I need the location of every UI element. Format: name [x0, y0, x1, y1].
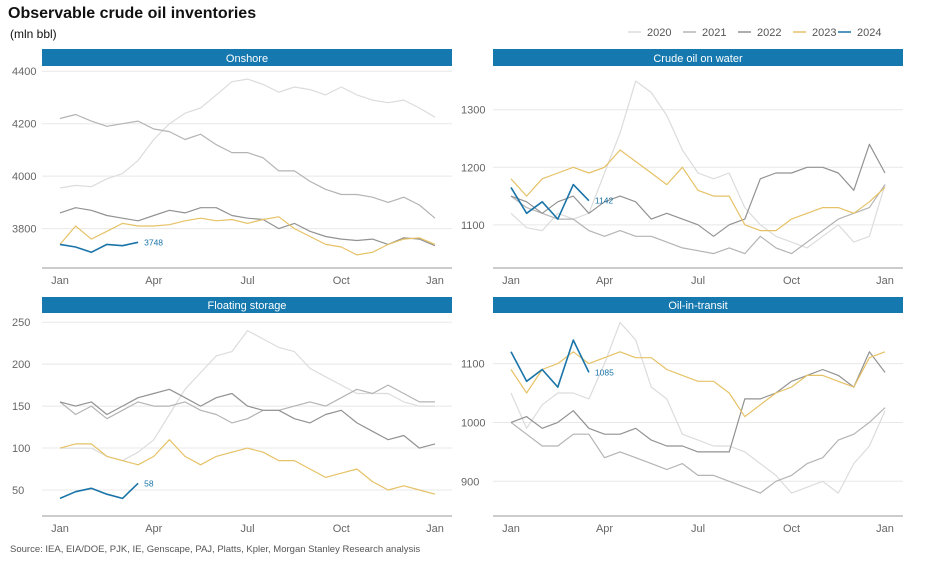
x-tick-label: Oct	[333, 275, 350, 287]
legend-item-2024: 2024	[838, 27, 881, 39]
x-tick-label: Jul	[691, 275, 705, 287]
series-line-2021	[59, 384, 435, 424]
x-tick-label: Jan	[426, 275, 444, 287]
panel-title: Onshore	[226, 53, 268, 65]
panel-oil-in-transit: Oil-in-transit 900 1000 1100 Jan Apr Jul Oct Jan…	[461, 297, 903, 535]
y-tick-label: 1100	[461, 220, 485, 232]
y-tick-label: 100	[12, 443, 30, 455]
legend-label: 2024	[857, 27, 881, 39]
x-tick-label: Jan	[502, 275, 520, 287]
series-line-2021	[59, 113, 436, 219]
series-line-2022	[59, 388, 436, 449]
y-tick-label: 4400	[12, 66, 36, 78]
series-line-2023	[510, 149, 886, 232]
legend: 2020 2021 2022 2023 2024	[628, 27, 881, 39]
y-tick-label: 4200	[12, 119, 36, 131]
x-tick-label: Jan	[51, 523, 69, 535]
legend-label: 2021	[702, 27, 726, 39]
legend-label: 2022	[757, 27, 781, 39]
x-tick-label: Jan	[51, 275, 69, 287]
latest-value-label: 1142	[595, 196, 614, 206]
series-line-2023	[510, 351, 886, 418]
panel-floating-storage: Floating storage 50 100 150 200 250 Jan Apr Jul O…	[12, 297, 452, 535]
source-note: Source: IEA, EIA/DOE, PJK, IE, Genscape,…	[10, 544, 420, 555]
series-line-2020	[510, 80, 886, 249]
series-line-2020	[510, 321, 886, 494]
series-line-2023	[59, 216, 436, 256]
y-tick-label: 200	[12, 359, 30, 371]
x-tick-label: Jul	[240, 275, 254, 287]
x-tick-label: Jul	[240, 523, 254, 535]
series-line-2020	[60, 330, 435, 462]
y-tick-label: 4000	[12, 171, 36, 183]
panel-header	[42, 297, 452, 313]
series-line-2021	[510, 184, 886, 255]
legend-item-2022: 2022	[738, 27, 781, 39]
x-tick-label: Apr	[596, 275, 613, 287]
legend-label: 2020	[647, 27, 671, 39]
y-tick-label: 900	[461, 476, 479, 488]
x-tick-label: Jan	[876, 523, 894, 535]
series-line-2022	[59, 207, 436, 247]
panel-header	[493, 297, 903, 313]
x-tick-label: Apr	[596, 523, 613, 535]
series-line-2024	[59, 482, 139, 500]
x-tick-label: Oct	[783, 275, 800, 287]
legend-label: 2023	[812, 27, 836, 39]
x-tick-label: Apr	[145, 275, 162, 287]
latest-value-label: 3748	[144, 237, 163, 247]
y-tick-label: 3800	[12, 224, 36, 236]
panel-header	[493, 49, 903, 66]
y-tick-label: 1100	[461, 359, 485, 371]
y-tick-label: 50	[12, 485, 24, 497]
panel-onshore: Onshore 3800 4000 4200 4400 Jan Apr Jul Oct Jan 37…	[12, 49, 452, 287]
legend-item-2021: 2021	[683, 27, 726, 39]
panel-title: Crude oil on water	[653, 53, 743, 65]
legend-item-2020: 2020	[628, 27, 671, 39]
chart-title: Observable crude oil inventories	[8, 5, 256, 22]
x-tick-label: Apr	[145, 523, 162, 535]
x-tick-label: Jan	[876, 275, 894, 287]
series-line-2022	[510, 143, 886, 237]
series-line-2024	[59, 241, 139, 254]
series-line-2024	[510, 339, 590, 388]
y-tick-label: 150	[12, 401, 30, 413]
y-tick-label: 1000	[461, 417, 485, 429]
x-tick-label: Oct	[333, 523, 350, 535]
y-tick-label: 1200	[461, 162, 485, 174]
series-line-2023	[59, 439, 436, 495]
latest-value-label: 1085	[595, 367, 614, 377]
x-tick-label: Jan	[502, 523, 520, 535]
series-line-2021	[510, 407, 886, 494]
x-tick-label: Oct	[783, 523, 800, 535]
panel-crude-oil-on-water: Crude oil on water 1100 1200 1300 Jan Apr Jul O…	[461, 49, 903, 287]
latest-value-label: 58	[144, 478, 154, 488]
panel-title: Oil-in-transit	[668, 300, 727, 312]
series-line-2024	[510, 183, 590, 220]
x-tick-label: Jan	[426, 523, 444, 535]
panel-title: Floating storage	[208, 300, 287, 312]
series-line-2020	[59, 78, 436, 189]
series-line-2022	[510, 351, 886, 453]
x-tick-label: Jul	[691, 523, 705, 535]
legend-item-2023: 2023	[793, 27, 836, 39]
chart-subtitle: (mln bbl)	[10, 27, 57, 41]
y-tick-label: 250	[12, 317, 30, 329]
panel-header	[42, 49, 452, 66]
y-tick-label: 1300	[461, 105, 485, 117]
